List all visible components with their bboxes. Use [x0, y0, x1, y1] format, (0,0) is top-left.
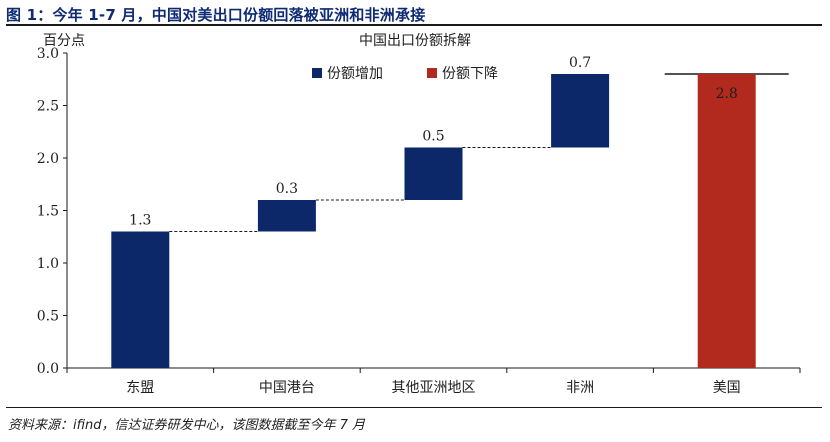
- data-label: 0.5: [422, 129, 444, 145]
- title-divider: [6, 24, 822, 26]
- x-tick-label: 中国港台: [259, 380, 315, 396]
- y-tick-label: 1.0: [37, 256, 59, 272]
- axes: 0.0 0.5 1.0 1.5 2.0 2.5 3.0 东盟 中国港台 其他亚洲地区 非洲 美国: [37, 46, 801, 396]
- legend-swatch: [312, 68, 322, 78]
- data-label: 0.7: [569, 55, 591, 71]
- x-tick-label: 非洲: [566, 380, 594, 396]
- x-tick-label: 其他亚洲地区: [392, 380, 476, 396]
- x-tick-label: 美国: [713, 380, 741, 396]
- source-divider: [6, 407, 822, 408]
- legend-swatch: [427, 68, 437, 78]
- legend: 份额增加 份额下降: [312, 66, 498, 82]
- y-tick-label: 2.5: [37, 99, 59, 115]
- y-tick-label: 1.5: [37, 204, 59, 220]
- bar: [551, 74, 610, 148]
- figure-title: 图 1：今年 1-7 月，中国对美出口份额回落被亚洲和非洲承接: [6, 6, 426, 24]
- bar: [697, 74, 756, 368]
- y-tick-label: 2.0: [37, 151, 59, 167]
- bars: [111, 74, 756, 368]
- bar: [257, 200, 316, 232]
- y-tick-label: 0.0: [37, 361, 59, 377]
- chart-title: 中国出口份额拆解: [359, 33, 471, 49]
- bar: [111, 231, 170, 368]
- y-axis-label: 百分点: [43, 33, 85, 49]
- bar: [404, 147, 463, 200]
- legend-label: 份额增加: [327, 66, 383, 82]
- source-note: 资料来源：ifind，信达证券研发中心，该图数据截至今年 7 月: [8, 418, 366, 433]
- data-label: 0.3: [276, 181, 298, 197]
- y-tick-label: 0.5: [37, 309, 59, 325]
- data-label: 2.8: [716, 86, 738, 102]
- data-label: 1.3: [129, 213, 151, 229]
- legend-label: 份额下降: [442, 66, 498, 82]
- x-tick-label: 东盟: [126, 380, 154, 396]
- data-labels: 1.3 0.3 0.5 0.7 2.8: [129, 55, 738, 229]
- y-tick-label: 3.0: [37, 46, 59, 62]
